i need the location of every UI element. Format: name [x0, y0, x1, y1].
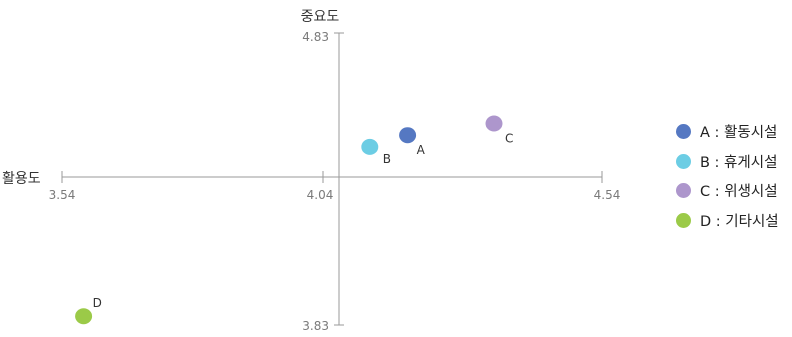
legend-item-b: B : 휴게시설	[676, 147, 779, 177]
legend-item-d: D : 기타시설	[676, 206, 779, 236]
y-tick-label-max: 4.83	[302, 30, 329, 44]
legend-marker-c	[676, 183, 691, 199]
legend-marker-d	[676, 212, 691, 228]
x-tick-label-center: 4.04	[307, 188, 334, 202]
point-label-d: D	[93, 296, 102, 310]
x-axis-title: 활용도	[2, 171, 41, 187]
y-tick-label-min: 3.83	[302, 319, 329, 333]
x-tick-label-max: 4.54	[594, 188, 621, 202]
legend-label-c: C : 위생시설	[700, 184, 778, 201]
data-point-c	[485, 115, 503, 132]
legend: A : 활동시설 B : 휴게시설 C : 위생시설 D : 기타시설	[676, 117, 779, 235]
legend-label-a: A : 활동시설	[700, 125, 778, 142]
point-label-a: A	[417, 143, 426, 157]
y-axis-title: 중요도	[301, 9, 340, 25]
legend-item-a: A : 활동시설	[676, 117, 779, 147]
legend-label-d: D : 기타시설	[700, 213, 779, 230]
axes	[61, 32, 603, 326]
data-point-b	[361, 138, 379, 155]
legend-marker-b	[676, 153, 691, 169]
legend-label-b: B : 휴게시설	[700, 154, 778, 171]
data-point-a	[399, 127, 417, 144]
x-tick-label-min: 3.54	[49, 188, 76, 202]
point-label-c: C	[505, 132, 513, 146]
data-point-d	[75, 308, 93, 325]
legend-marker-a	[676, 124, 691, 140]
legend-item-c: C : 위생시설	[676, 176, 779, 206]
point-label-b: B	[383, 152, 391, 166]
data-points: A B C D	[75, 115, 513, 325]
